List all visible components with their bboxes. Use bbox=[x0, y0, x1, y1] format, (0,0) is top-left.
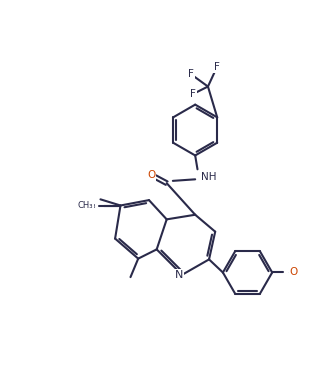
Text: N: N bbox=[175, 270, 183, 280]
Text: O: O bbox=[147, 170, 155, 180]
Text: NH: NH bbox=[201, 172, 216, 182]
Text: O: O bbox=[290, 268, 298, 277]
Text: CH₃: CH₃ bbox=[77, 201, 93, 210]
Text: F: F bbox=[190, 89, 195, 99]
Text: F: F bbox=[188, 69, 194, 79]
Text: F: F bbox=[214, 62, 220, 72]
Text: CH₃: CH₃ bbox=[79, 201, 96, 210]
